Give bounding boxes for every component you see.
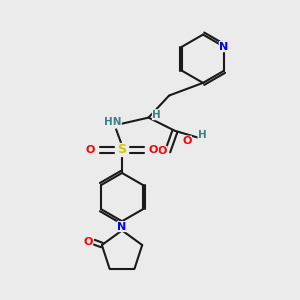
Text: S: S bbox=[118, 143, 127, 157]
Text: H: H bbox=[152, 110, 161, 120]
Text: HN: HN bbox=[104, 117, 122, 127]
Text: H: H bbox=[198, 130, 207, 140]
Text: O: O bbox=[86, 145, 95, 155]
Text: O: O bbox=[149, 145, 158, 155]
Text: O: O bbox=[83, 237, 93, 247]
Text: N: N bbox=[117, 222, 127, 232]
Text: O: O bbox=[182, 136, 191, 146]
Text: O: O bbox=[158, 146, 167, 157]
Text: N: N bbox=[219, 42, 229, 52]
